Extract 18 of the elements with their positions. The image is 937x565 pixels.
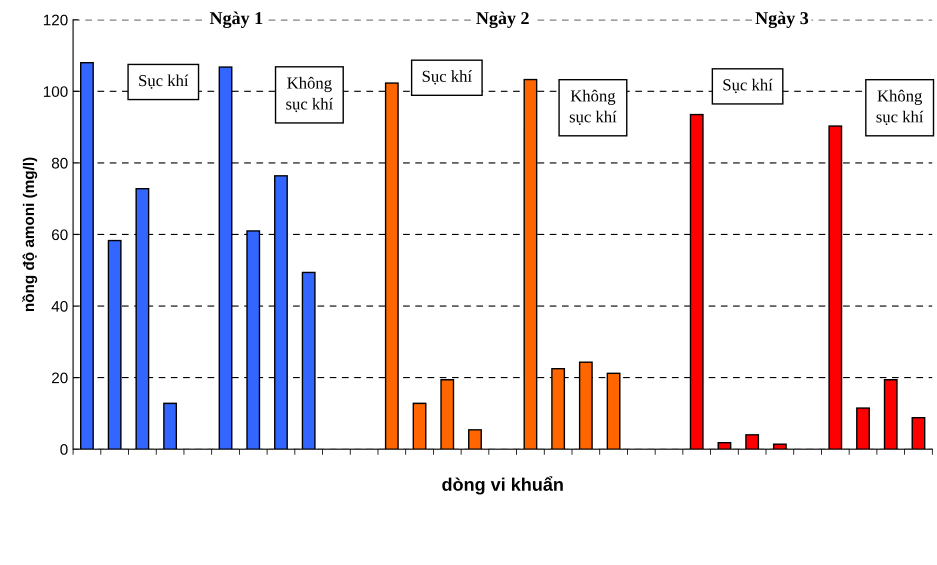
y-tick-label: 100	[44, 86, 68, 98]
annotation: Sục khí	[422, 70, 472, 85]
y-tick-label: 0	[60, 444, 68, 455]
y-tick-label: 60	[52, 229, 68, 240]
y-tick-label: 120	[44, 14, 68, 26]
y-tick-label: 20	[52, 372, 68, 384]
y-tick-label: 40	[52, 300, 68, 312]
annotation: Không sục khí	[876, 90, 924, 126]
annotation: Sục khí	[723, 78, 773, 94]
annotation: Sục khí	[139, 74, 188, 89]
annotation: Không sục khí	[286, 76, 334, 112]
annotation: Ngày 2	[476, 12, 529, 28]
x-axis-title: dòng vi khuẩn	[442, 476, 563, 495]
y-axis-title: nồng độ amoni (mg/l)	[22, 158, 38, 312]
annotation: Không sục khí	[570, 90, 617, 126]
y-tick-label: 80	[52, 158, 68, 169]
annotation: Ngày 1	[210, 12, 262, 28]
annotation: Ngày 3	[755, 12, 808, 28]
